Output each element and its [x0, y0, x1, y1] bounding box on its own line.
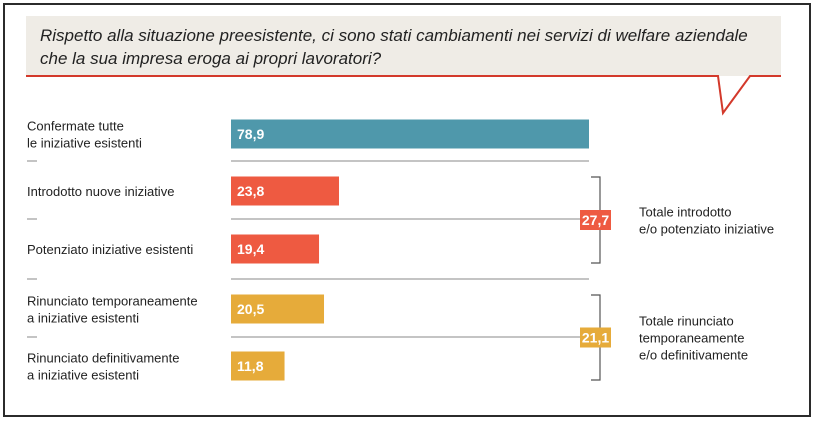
bar-1	[231, 176, 339, 206]
question-underline	[26, 75, 781, 116]
survey-question: Rispetto alla situazione preesistente, c…	[40, 24, 760, 70]
bar-0	[231, 119, 589, 149]
bar-value-label-0: 78,9	[237, 126, 264, 142]
group-total-box-1	[580, 327, 611, 348]
bar-value-label-2: 19,4	[237, 241, 264, 257]
bar-3	[231, 294, 325, 324]
category-label-0-0: Confermate tutte	[27, 119, 124, 134]
bar-value-label-1: 23,8	[237, 183, 264, 199]
category-label-4-1: a iniziative esistenti	[27, 368, 139, 383]
group-total-label-0-1: e/o potenziato iniziative	[639, 222, 774, 237]
group-total-box-0	[580, 210, 611, 230]
category-label-4-0: Rinunciato definitivamente	[27, 351, 179, 366]
group-total-value-1: 21,1	[582, 330, 609, 346]
category-label-3-0: Rinunciato temporaneamente	[27, 294, 198, 309]
question-line-2: che la sua impresa eroga ai propri lavor…	[40, 49, 382, 68]
category-label-0-1: le iniziative esistenti	[27, 136, 142, 151]
bar-2	[231, 234, 320, 264]
category-label-2-0: Potenziato iniziative esistenti	[27, 242, 193, 257]
bar-4	[231, 351, 285, 381]
group-total-label-1-1: temporaneamente	[639, 331, 745, 346]
group-total-label-1-2: e/o definitivamente	[639, 348, 748, 363]
group-total-label-0-0: Totale introdotto	[639, 205, 732, 220]
category-label-3-1: a iniziative esistenti	[27, 311, 139, 326]
group-total-label-1-0: Totale rinunciato	[639, 314, 734, 329]
group-total-value-0: 27,7	[582, 212, 609, 228]
category-label-1-0: Introdotto nuove iniziative	[27, 184, 174, 199]
bar-value-label-4: 11,8	[237, 358, 264, 374]
question-box: Rispetto alla situazione preesistente, c…	[26, 16, 781, 76]
bar-value-label-3: 20,5	[237, 301, 264, 317]
question-line-1: Rispetto alla situazione preesistente, c…	[40, 26, 748, 45]
